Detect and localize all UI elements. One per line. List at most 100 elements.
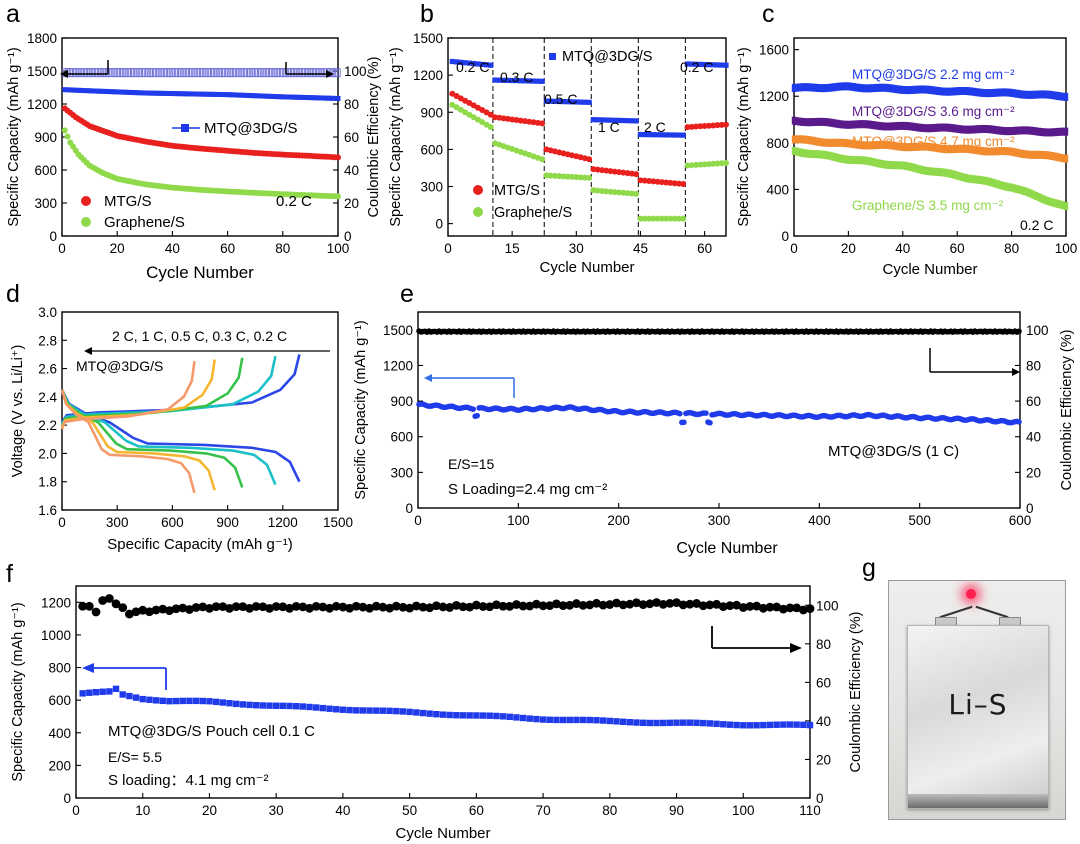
panel-d-rate-header: 2 C, 1 C, 0.5 C, 0.3 C, 0.2 C (112, 328, 287, 344)
c-series-1-point (944, 87, 949, 96)
c-series-2-point (805, 118, 810, 127)
b-rate-label: 0.3 C (500, 69, 533, 85)
c-series-2-point (1063, 127, 1069, 136)
c-series-2-point (892, 122, 897, 131)
c-series-3-point (794, 135, 799, 144)
a-ce-marker (313, 68, 319, 78)
b-mtq-point (552, 98, 558, 104)
c-series-1-point (974, 88, 979, 97)
a-ce-marker (133, 68, 140, 78)
f-capacity-point (199, 697, 206, 705)
a-y2tick-label: 60 (344, 130, 359, 145)
c-series-3-point (816, 137, 821, 146)
a-mtq-point (92, 88, 98, 94)
c-series-1-point (1044, 90, 1050, 99)
panel-a-legend-mtq: MTQ@3DG/S (204, 120, 298, 137)
panel-f-marks (78, 594, 815, 729)
c-series-3-point (922, 142, 927, 151)
f-ce-point (138, 605, 148, 615)
a-ce-marker (75, 68, 82, 78)
panel-a-ylabel: Specific Capacity (mAh g⁻¹) (6, 47, 22, 226)
c-series-1-point (933, 86, 938, 95)
c-series-3-point (819, 138, 824, 147)
c-series-2-point (797, 117, 802, 126)
c-series-2-point (1023, 126, 1028, 135)
f-capacity-point (553, 716, 560, 724)
panel-b: b Cycle Number Specific Capacity (mAh g⁻… (388, 0, 729, 276)
c-series-1-point (1023, 90, 1028, 99)
c-series-1-point (916, 85, 922, 94)
c-series-1-point (892, 84, 897, 93)
d-xtick-label: 600 (161, 515, 184, 530)
a-xtick-label: 0 (58, 241, 66, 256)
c-series-1-point (900, 85, 905, 94)
a-mtq-point (222, 92, 228, 98)
b-xtick-label: 15 (505, 241, 520, 256)
f-capacity-point (373, 707, 380, 714)
c-series-2-point (906, 122, 911, 131)
c-series-1-point (805, 83, 810, 92)
f-ce-point (78, 601, 88, 611)
a-mtq-point (288, 94, 294, 100)
b-graphene-point (650, 215, 657, 222)
panel-a-ticks: 0 20 40 60 80 1000300600900120015001800020406… (27, 31, 367, 256)
b-graphene-point (723, 159, 729, 166)
f-ce-point (512, 600, 521, 609)
a-mtq-point (167, 90, 173, 96)
b-graphene-point (718, 160, 725, 167)
c-series-2-point (1009, 127, 1014, 136)
c-series-4-point (903, 161, 908, 170)
f-capacity-point (339, 706, 347, 713)
c-series-2-point (938, 123, 944, 132)
c-series-4-point (876, 159, 881, 168)
f-capacity-point (79, 690, 86, 697)
c-xtick-label: 60 (950, 241, 965, 256)
f-capacity-point (626, 719, 634, 726)
c-series-4-point (1033, 191, 1039, 200)
c-series-4-point (816, 150, 821, 159)
c-series-2-point (832, 119, 837, 128)
a-y2tick-label: 0 (344, 229, 352, 244)
f-ce-point (785, 603, 795, 613)
e-y2tick-label: 20 (1026, 465, 1041, 480)
c-series-3-point (887, 141, 892, 150)
a-mtq-point (280, 94, 286, 100)
c-series-2-point (1012, 126, 1017, 135)
f-capacity-point (706, 720, 714, 727)
c-series-3-point (854, 140, 859, 149)
f-ce-point (672, 598, 681, 607)
a-ce-marker (260, 68, 267, 78)
c-series-1-point (873, 83, 878, 92)
a-ce-marker (291, 68, 297, 78)
panel-f-frame (75, 585, 811, 799)
a-ce-marker (120, 68, 126, 78)
c-series-1-point (1058, 92, 1063, 101)
a-mtq-point (117, 89, 123, 95)
panel-f-right-arrowhead (790, 643, 802, 653)
f-y2tick-label: 0 (816, 791, 824, 806)
f-ce-point (198, 602, 208, 612)
c-series-2-point (993, 125, 998, 134)
c-series-2-point (960, 125, 965, 134)
a-mtq-point (299, 94, 305, 100)
f-capacity-point (86, 689, 93, 696)
e-capacity-point (474, 412, 480, 419)
c-series-1-point (990, 88, 995, 97)
f-ce-point (518, 601, 528, 611)
panel-f-left-arrowhead (82, 663, 94, 673)
c-series-4-point (952, 170, 957, 179)
c-series-1-point (791, 84, 797, 93)
c-series-2-point (873, 121, 878, 130)
a-ce-marker (70, 68, 76, 78)
f-ce-point (425, 603, 435, 613)
f-capacity-point (566, 716, 573, 724)
c-xtick-label: 100 (1055, 241, 1078, 256)
f-ce-point (638, 600, 648, 610)
a-ce-marker (238, 68, 245, 78)
a-mtq-point (255, 93, 261, 99)
c-series-3-point (810, 136, 816, 145)
c-series-1-point (816, 83, 821, 92)
b-mtq-point (684, 61, 691, 67)
f-ce-point (411, 601, 421, 611)
a-mtq-point (78, 87, 84, 93)
